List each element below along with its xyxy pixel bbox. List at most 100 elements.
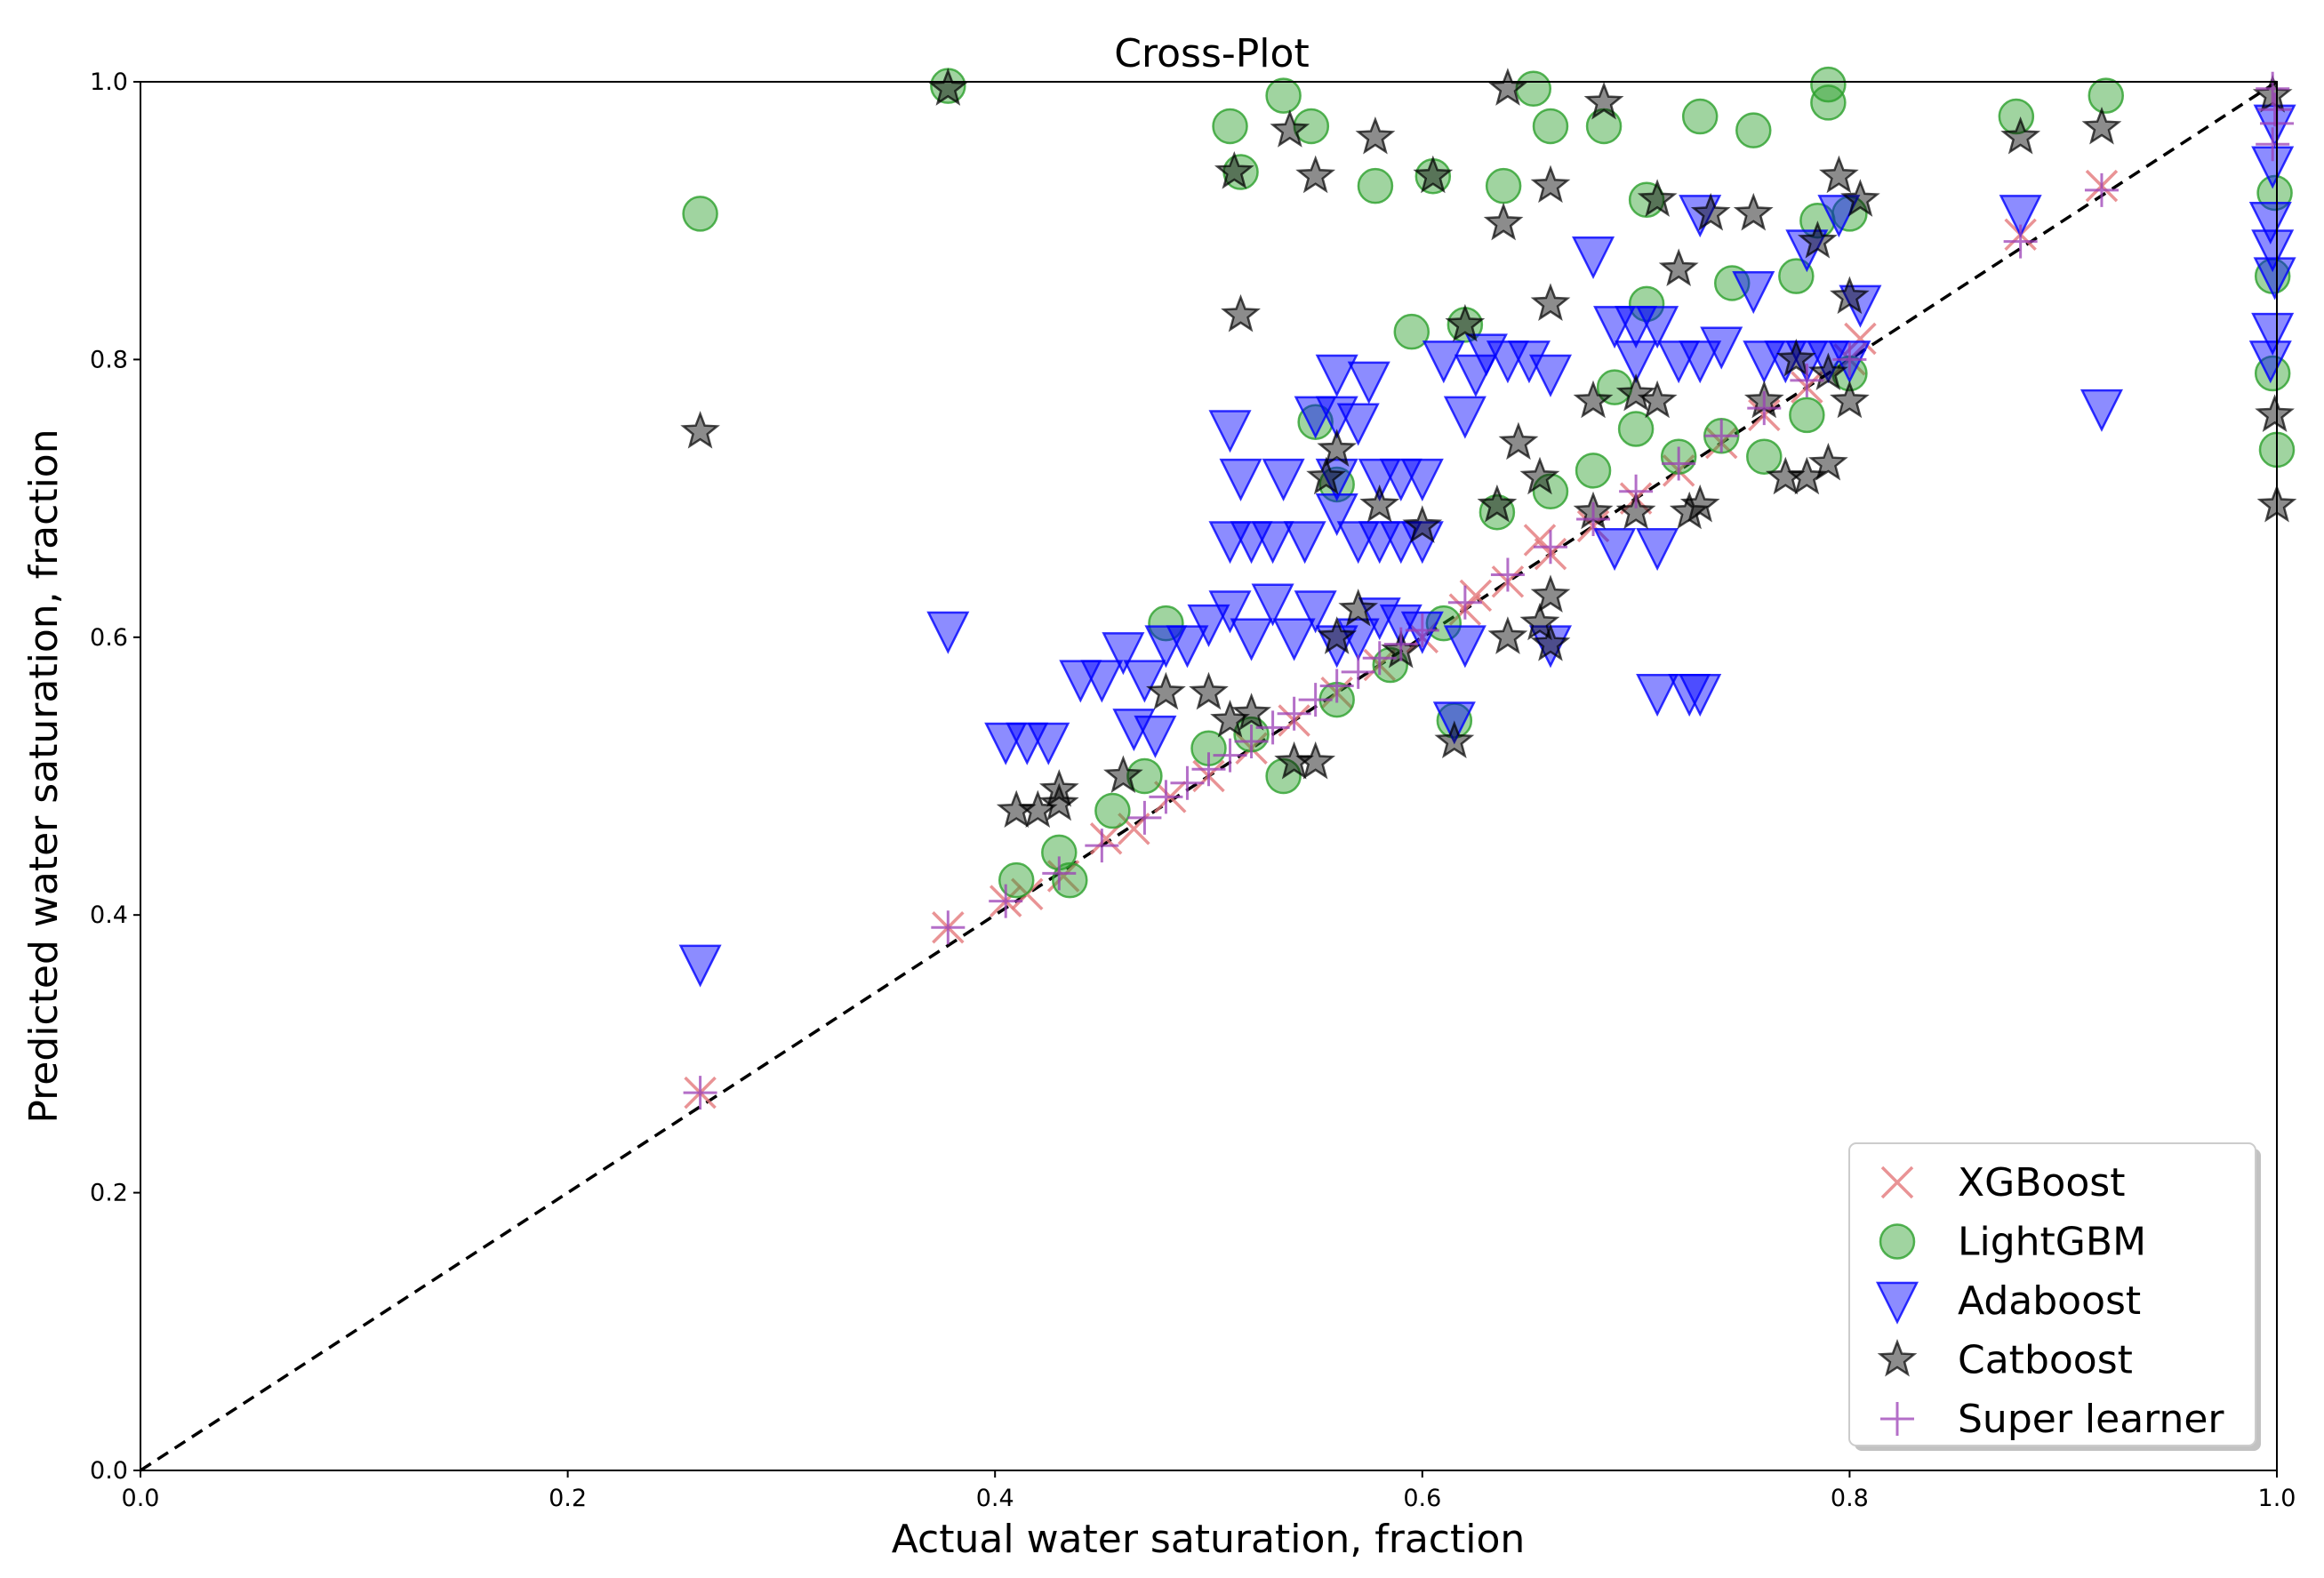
- data-point: [1732, 271, 1775, 315]
- data-point: [1089, 822, 1123, 855]
- legend-label: XGBoost: [1958, 1160, 2125, 1206]
- data-point: [1400, 521, 1444, 565]
- y-tick-label: 0.2: [90, 1180, 128, 1207]
- y-axis: 0.0 0.2 0.4 0.6 0.8 1.0: [90, 68, 140, 1485]
- data-point: [2080, 388, 2123, 432]
- data-point: [1042, 856, 1077, 891]
- data-point: [2248, 201, 2292, 244]
- data-point: [1733, 192, 1774, 231]
- data-point: [1519, 456, 1560, 495]
- data-point: [2256, 174, 2293, 212]
- data-point: [1490, 557, 1525, 592]
- data-point: [2251, 312, 2295, 356]
- data-point: [1704, 419, 1739, 453]
- data-point: [1528, 354, 1573, 397]
- data-point: [1102, 632, 1145, 676]
- data-point: [1402, 505, 1443, 543]
- data-point: [1336, 521, 1380, 565]
- data-point: [1231, 693, 1271, 731]
- data-point: [1443, 625, 1487, 669]
- y-tick-label: 0.0: [90, 1457, 128, 1485]
- series-catboost: [680, 68, 2297, 829]
- data-point: [1112, 709, 1156, 752]
- data-point: [1127, 800, 1162, 835]
- data-point: [1498, 421, 1539, 461]
- data-point: [1658, 248, 1699, 286]
- data-point: [1208, 590, 1252, 634]
- data-point: [1454, 354, 1497, 397]
- chart-title: Cross-Plot: [1114, 31, 1309, 76]
- data-point: [1094, 792, 1131, 829]
- data-point: [1405, 613, 1439, 647]
- data-point: [1830, 380, 1870, 419]
- data-point: [1341, 654, 1375, 689]
- data-point: [2256, 127, 2290, 162]
- data-point: [1690, 192, 1731, 231]
- data-point: [1219, 458, 1262, 501]
- data-point: [1230, 521, 1273, 565]
- data-point: [1319, 669, 1354, 703]
- data-point: [1999, 195, 2042, 238]
- data-point: [1443, 396, 1487, 439]
- data-point: [1998, 98, 2035, 135]
- data-point: [1422, 340, 1465, 384]
- data-point: [984, 722, 1028, 765]
- legend-label: Catboost: [1958, 1338, 2133, 1383]
- data-point: [1657, 340, 1701, 384]
- data-point: [1662, 446, 1696, 481]
- plot-frame: [140, 81, 2278, 1471]
- data-point: [1530, 574, 1571, 613]
- data-point: [1840, 179, 1880, 217]
- data-point: [1746, 438, 1783, 475]
- data-point: [1255, 710, 1290, 745]
- data-point: [1103, 755, 1143, 794]
- data-point: [1486, 340, 1529, 384]
- data-point: [1530, 164, 1571, 204]
- legend-label: Super learner: [1958, 1397, 2224, 1442]
- data-point: [926, 611, 970, 654]
- x-axis: 0.0 0.2 0.4 0.6 0.8 1.0: [122, 1470, 2296, 1512]
- data-point: [1447, 585, 1482, 620]
- data-point: [1362, 641, 1397, 676]
- data-point: [1413, 155, 1454, 194]
- data-point: [1810, 66, 1847, 103]
- legend-items: XGBoost LightGBM Adaboost Catboost Super lea…: [1875, 1160, 2224, 1442]
- data-point: [1679, 340, 1722, 384]
- data-point: [1379, 604, 1422, 647]
- data-point: [1636, 674, 1679, 717]
- data-point: [1619, 474, 1654, 509]
- data-point: [1747, 391, 1782, 426]
- data-point: [1038, 782, 1079, 821]
- data-point: [1393, 313, 1430, 350]
- data-point: [1615, 491, 1656, 530]
- data-point: [1347, 361, 1390, 405]
- data-point: [1251, 583, 1294, 627]
- data-point: [1743, 340, 1786, 384]
- data-point: [1533, 530, 1567, 565]
- data-point: [1298, 683, 1333, 717]
- data-point: [1355, 116, 1396, 155]
- data-point: [2255, 394, 2295, 432]
- data-point: [1807, 340, 1850, 384]
- data-point: [1262, 458, 1305, 501]
- x-tick-label: 0.8: [1831, 1485, 1869, 1512]
- data-point: [1832, 342, 1867, 377]
- data-point: [1146, 671, 1186, 710]
- data-point: [1166, 625, 1209, 669]
- data-point: [1572, 236, 1615, 280]
- data-point: [1358, 458, 1401, 501]
- data-point: [1575, 453, 1612, 489]
- data-point: [1315, 493, 1358, 537]
- data-point: [1270, 109, 1310, 148]
- data-point: [1187, 604, 1230, 647]
- data-point: [1679, 674, 1722, 717]
- data-point: [2081, 106, 2122, 145]
- data-point: [1637, 380, 1678, 419]
- data-point: [1293, 108, 1330, 145]
- data-point: [1059, 660, 1102, 703]
- data-point: [1790, 363, 1824, 397]
- data-point: [1530, 283, 1571, 321]
- data-point: [1615, 306, 1658, 349]
- data-point: [1272, 618, 1316, 661]
